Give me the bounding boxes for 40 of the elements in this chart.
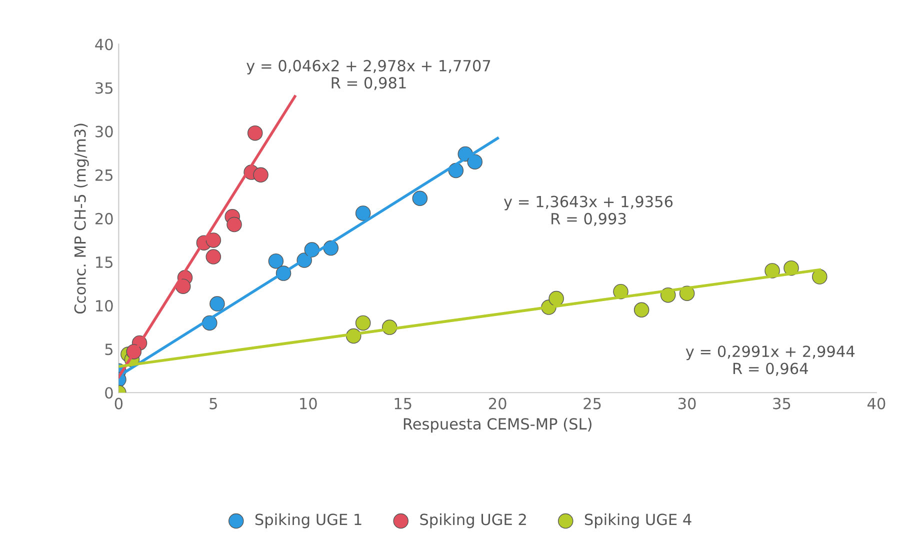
legend-label: Spiking UGE 4 bbox=[584, 513, 692, 528]
point bbox=[253, 167, 268, 183]
y-tick-label: 10 bbox=[96, 300, 113, 312]
legend-label: Spiking UGE 1 bbox=[255, 513, 362, 528]
annotation: y = 1,3643x + 1,9356 R = 0,993 bbox=[504, 196, 673, 226]
point bbox=[548, 290, 564, 306]
y-tick-label: 20 bbox=[96, 212, 113, 224]
x-tick-label: 5 bbox=[210, 398, 217, 410]
y-tick-label: 15 bbox=[96, 256, 112, 268]
x-tick-label: 25 bbox=[584, 398, 601, 410]
x-tick-label: 15 bbox=[394, 398, 412, 410]
x-tick-label: 0 bbox=[114, 398, 123, 410]
point bbox=[412, 190, 428, 206]
y-tick-label: 25 bbox=[96, 169, 112, 181]
x-tick-label: 35 bbox=[773, 398, 790, 410]
annotation: y = 0,046x2 + 2,978x + 1,7707 R = 0,981 bbox=[246, 60, 490, 90]
y-tick-label: 35 bbox=[96, 82, 112, 94]
annotation: y = 0,2991x + 2,9944 R = 0,964 bbox=[686, 346, 855, 376]
point bbox=[268, 253, 284, 269]
x-tick-label: 20 bbox=[488, 398, 506, 410]
point bbox=[634, 302, 650, 318]
point bbox=[355, 206, 371, 221]
x-tick-label: 10 bbox=[300, 398, 317, 410]
point bbox=[355, 315, 371, 331]
x-tick-label: 40 bbox=[868, 398, 886, 410]
y-tick-label: 5 bbox=[105, 344, 112, 356]
y-tick-label: 40 bbox=[95, 38, 113, 50]
point bbox=[467, 154, 482, 170]
x-tick-label: 30 bbox=[678, 398, 696, 410]
y-axis-title: Cconc. MP CH-5 (mg/m3) bbox=[74, 124, 89, 314]
point bbox=[210, 296, 225, 312]
point bbox=[247, 125, 263, 141]
y-tick-label: 0 bbox=[105, 387, 113, 399]
point bbox=[206, 249, 222, 264]
point bbox=[226, 216, 242, 232]
point bbox=[812, 269, 828, 284]
y-tick-label: 30 bbox=[96, 126, 113, 138]
point bbox=[206, 232, 222, 248]
legend-label: Spiking UGE 2 bbox=[420, 513, 526, 528]
x-axis-title: Respuesta CEMS-MP (SL) bbox=[404, 418, 592, 433]
